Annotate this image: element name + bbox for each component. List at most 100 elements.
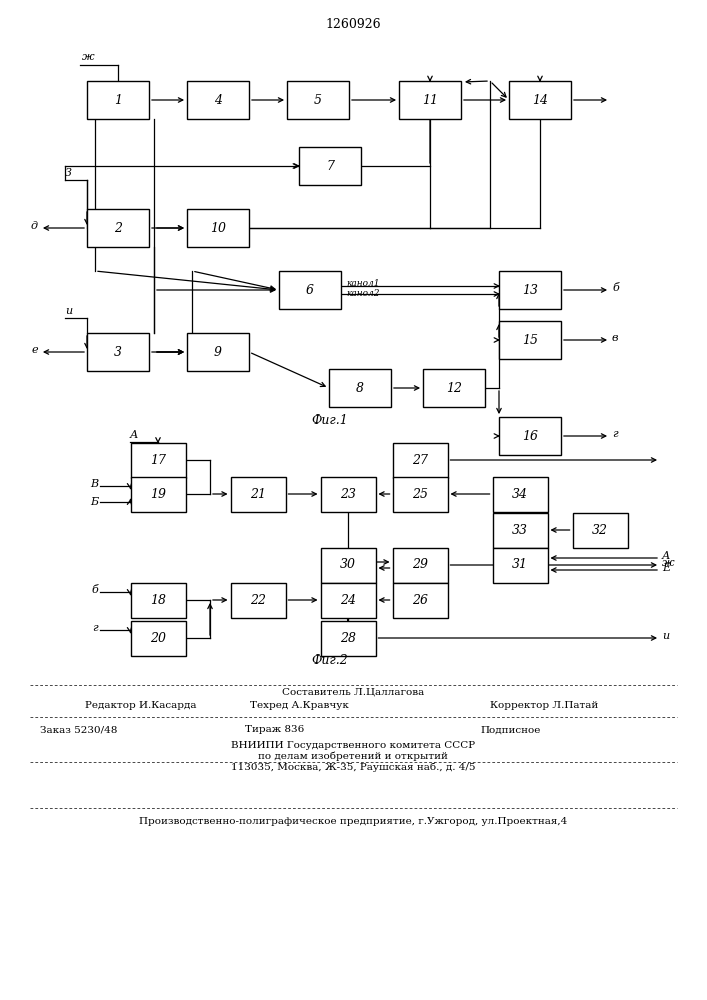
Text: 18: 18 (150, 593, 166, 606)
Text: Заказ 5230/48: Заказ 5230/48 (40, 726, 117, 734)
Text: 28: 28 (340, 632, 356, 645)
Text: 10: 10 (210, 222, 226, 234)
Text: б: б (612, 283, 619, 293)
Bar (230, 477, 286, 512)
Bar (499, 321, 561, 359)
Bar (187, 333, 249, 371)
Text: 2: 2 (114, 222, 122, 234)
Text: Б: Б (90, 497, 98, 507)
Text: 21: 21 (250, 488, 266, 500)
Bar (131, 582, 185, 617)
Bar (493, 548, 547, 582)
Text: А: А (130, 430, 139, 440)
Text: г: г (93, 623, 98, 633)
Text: 3: 3 (114, 346, 122, 359)
Text: по делам изобретений и открытий: по делам изобретений и открытий (258, 751, 448, 761)
Text: Редактор И.Касарда: Редактор И.Касарда (85, 700, 197, 710)
Text: 7: 7 (326, 159, 334, 172)
Text: 27: 27 (412, 454, 428, 466)
Bar (392, 582, 448, 617)
Text: 1260926: 1260926 (325, 17, 381, 30)
Text: Подписное: Подписное (480, 726, 540, 734)
Text: 34: 34 (512, 488, 528, 500)
Bar (392, 477, 448, 512)
Text: в: в (612, 333, 619, 343)
Text: канол1: канол1 (346, 279, 380, 288)
Text: ВНИИПИ Государственного комитета СССР: ВНИИПИ Государственного комитета СССР (231, 740, 475, 750)
Text: 3: 3 (65, 168, 72, 178)
Bar (187, 81, 249, 119)
Text: г: г (612, 429, 618, 439)
Bar (287, 81, 349, 119)
Text: 113035, Москва, Ж-35, Раушская наб., д. 4/5: 113035, Москва, Ж-35, Раушская наб., д. … (230, 762, 475, 772)
Bar (573, 512, 628, 548)
Text: 16: 16 (522, 430, 538, 442)
Text: и: и (65, 306, 72, 316)
Bar (493, 512, 547, 548)
Text: 6: 6 (306, 284, 314, 296)
Text: 17: 17 (150, 454, 166, 466)
Text: 32: 32 (592, 524, 608, 536)
Text: Корректор Л.Патай: Корректор Л.Патай (490, 700, 598, 710)
Text: 9: 9 (214, 346, 222, 359)
Bar (320, 582, 375, 617)
Text: б: б (91, 585, 98, 595)
Bar (187, 209, 249, 247)
Text: А: А (662, 551, 670, 561)
Text: д: д (31, 221, 38, 231)
Bar (392, 442, 448, 478)
Bar (320, 477, 375, 512)
Text: 5: 5 (314, 94, 322, 106)
Bar (87, 209, 149, 247)
Text: 29: 29 (412, 558, 428, 572)
Bar (279, 271, 341, 309)
Bar (320, 620, 375, 656)
Bar (87, 81, 149, 119)
Bar (230, 582, 286, 617)
Bar (493, 477, 547, 512)
Text: 20: 20 (150, 632, 166, 645)
Bar (392, 548, 448, 582)
Text: В: В (90, 479, 98, 489)
Text: 26: 26 (412, 593, 428, 606)
Text: 22: 22 (250, 593, 266, 606)
Bar (499, 417, 561, 455)
Text: Фиг.2: Фиг.2 (312, 654, 349, 666)
Text: 13: 13 (522, 284, 538, 296)
Bar (509, 81, 571, 119)
Bar (329, 369, 391, 407)
Bar (399, 81, 461, 119)
Text: 15: 15 (522, 334, 538, 347)
Text: ж: ж (82, 52, 95, 62)
Text: ж: ж (662, 558, 674, 568)
Bar (320, 548, 375, 582)
Bar (131, 620, 185, 656)
Bar (499, 271, 561, 309)
Text: канол2: канол2 (346, 290, 380, 298)
Text: 23: 23 (340, 488, 356, 500)
Bar (131, 442, 185, 478)
Text: Составитель Л.Цаллагова: Составитель Л.Цаллагова (282, 688, 424, 696)
Text: 8: 8 (356, 381, 364, 394)
Text: и: и (662, 631, 669, 641)
Text: 14: 14 (532, 94, 548, 106)
Text: 30: 30 (340, 558, 356, 572)
Text: 4: 4 (214, 94, 222, 106)
Text: 19: 19 (150, 488, 166, 500)
Text: Е: Е (662, 563, 670, 573)
Text: 24: 24 (340, 593, 356, 606)
Text: 25: 25 (412, 488, 428, 500)
Bar (299, 147, 361, 185)
Text: Производственно-полиграфическое предприятие, г.Ужгород, ул.Проектная,4: Производственно-полиграфическое предприя… (139, 818, 567, 826)
Text: 1: 1 (114, 94, 122, 106)
Bar (131, 477, 185, 512)
Text: Техред А.Кравчук: Техред А.Кравчук (250, 700, 349, 710)
Text: 11: 11 (422, 94, 438, 106)
Text: Фиг.1: Фиг.1 (312, 414, 349, 426)
Text: 12: 12 (446, 381, 462, 394)
Bar (423, 369, 485, 407)
Text: 33: 33 (512, 524, 528, 536)
Text: Тираж 836: Тираж 836 (245, 726, 304, 734)
Text: е: е (31, 345, 38, 355)
Bar (87, 333, 149, 371)
